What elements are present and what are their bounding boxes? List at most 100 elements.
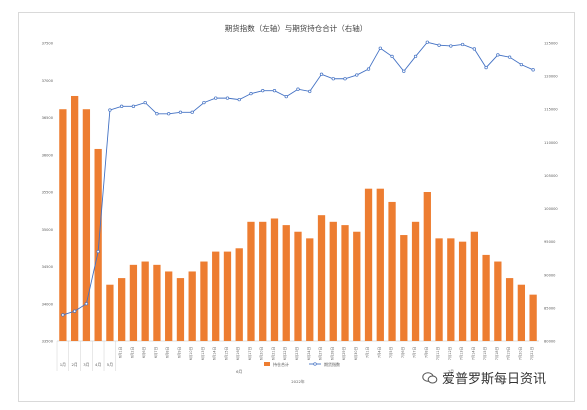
right-axis-tick-label: 85000 (544, 306, 556, 310)
right-axis-tick-label: 90000 (544, 273, 556, 277)
x-tick-label: 7月20日 (518, 347, 522, 360)
bar-6月7日 (153, 264, 161, 341)
line-point-7月12日 (449, 44, 453, 48)
line-point-7月5日 (390, 54, 394, 59)
line-point-7月7日 (413, 54, 418, 59)
bar-6月20日 (259, 221, 267, 341)
left-axis-tick-label: 37500 (42, 42, 54, 46)
right-axis-tick-label: 100000 (544, 207, 558, 211)
bar-6月21日 (270, 218, 279, 341)
line-point-6月10日 (190, 110, 194, 114)
x-tick-label: 7月19日 (507, 347, 511, 360)
bar-6月28日 (329, 221, 337, 341)
bar-6月10日 (188, 271, 196, 341)
chart-frame: 期货指数（左轴）与期货持仓合计（右轴） 33500 34000 34500 35000… (18, 12, 575, 402)
right-axis-tick-label: 125000 (544, 42, 558, 46)
bar-6月2日 (129, 264, 138, 341)
legend-swatch-持仓合计 (264, 362, 270, 366)
line-point-6月22日 (284, 94, 288, 99)
right-axis-tick-label: 110000 (544, 141, 558, 145)
combo-chart: 期货指数（左轴）与期货持仓合计（右轴） 33500 34000 34500 35000… (42, 23, 559, 384)
bar-7月1日 (364, 188, 373, 341)
bar-6月14日 (212, 251, 220, 341)
bar-4月 (94, 148, 102, 341)
x-tick-label: 7月21日 (530, 347, 534, 360)
line-point-6月24日 (308, 89, 312, 94)
line-point-3月 (84, 302, 89, 306)
bar-7月18日 (494, 261, 502, 341)
line-point-7月8日 (425, 40, 429, 44)
right-axis-tick-label: 80000 (544, 340, 556, 344)
x-tick-label: 6月28日 (330, 347, 334, 360)
bar-2月 (70, 95, 79, 341)
month-group-label: 7月 (448, 369, 454, 374)
line-point-6月16日 (237, 97, 241, 102)
line-point-6月30日 (355, 73, 359, 77)
left-axis-tick-label: 36000 (42, 153, 54, 157)
watermark: 爱普罗斯每日资讯 (422, 368, 546, 387)
x-tick-label: 6月2日 (130, 347, 134, 358)
bar-7月11日 (435, 238, 443, 341)
x-tick-label: 7月18日 (495, 347, 499, 360)
x-tick-label: 6月16日 (236, 347, 240, 360)
left-axis-tick-label: 33500 (42, 340, 54, 344)
left-axis-tick-label: 34000 (42, 302, 54, 306)
left-axis-tick-label: 37000 (42, 79, 54, 83)
bar-3月 (82, 109, 91, 341)
x-tick-label: 6月15日 (224, 347, 228, 360)
line-point-6月14日 (214, 96, 218, 100)
bar-7月4日 (376, 188, 384, 341)
year-label: 2022年 (291, 379, 305, 384)
bar-7月12日 (447, 238, 455, 341)
x-tick-label: 6月7日 (154, 347, 158, 358)
line-point-6月23日 (296, 87, 300, 91)
bar-6月1日 (118, 278, 126, 341)
bar-6月23日 (294, 231, 302, 341)
bar-6月29日 (341, 225, 349, 341)
line-point-7月4日 (378, 46, 382, 50)
x-tick-label: 7月8日 (424, 347, 428, 358)
chart-title: 期货指数（左轴）与期货持仓合计（右轴） (225, 23, 368, 33)
x-tick-label: 6月14日 (213, 347, 217, 360)
line-point-6月21日 (272, 89, 277, 93)
line-point-6月20日 (261, 89, 265, 93)
x-tick-label: 6月23日 (295, 347, 299, 360)
x-tick-label: 6月24日 (307, 347, 311, 360)
bar-7月19日 (505, 278, 514, 341)
line-point-1月 (61, 313, 65, 317)
x-tick-label: 7月15日 (483, 347, 487, 360)
x-tick-label: 7月7日 (413, 347, 417, 358)
line-point-7月18日 (496, 53, 500, 57)
x-tick-label: 3月 (83, 362, 89, 367)
x-tick-label: 7月14日 (471, 347, 475, 360)
x-tick-label: 6月9日 (177, 347, 181, 358)
x-tick-label: 6月30日 (354, 347, 358, 360)
line-point-6月27日 (319, 72, 324, 76)
line-point-7月15日 (484, 65, 488, 70)
legend-label-期货指数: 期货指数 (324, 361, 340, 367)
left-axis-tick-label: 34500 (42, 265, 54, 269)
x-tick-label: 6月17日 (248, 347, 252, 360)
bar-5月 (106, 284, 114, 341)
x-tick-label: 1月 (60, 362, 66, 367)
line-point-6月17日 (249, 92, 253, 96)
bar-7月6日 (400, 235, 408, 341)
bar-7月20日 (517, 284, 526, 341)
right-axis-tick-label: 120000 (544, 75, 558, 79)
x-tick-label: 7月4日 (377, 347, 381, 358)
x-tick-label: 4月 (95, 362, 101, 367)
bar-6月9日 (176, 278, 185, 341)
bar-7月14日 (470, 231, 478, 341)
x-tick-label: 7月5日 (389, 347, 393, 358)
line-point-7月1日 (366, 67, 371, 71)
bar-6月27日 (317, 215, 326, 341)
x-tick-label: 6月27日 (319, 347, 323, 360)
left-axis-tick-label: 35000 (42, 228, 54, 232)
bar-6月8日 (165, 271, 173, 341)
x-tick-label: 6月13日 (201, 347, 205, 360)
left-axis-tick-label: 35500 (42, 191, 54, 195)
x-tick-label: 7月1日 (366, 347, 370, 358)
x-tick-label: 6月1日 (119, 347, 123, 358)
line-point-6月2日 (131, 104, 136, 108)
x-tick-label: 6月10日 (189, 347, 193, 360)
